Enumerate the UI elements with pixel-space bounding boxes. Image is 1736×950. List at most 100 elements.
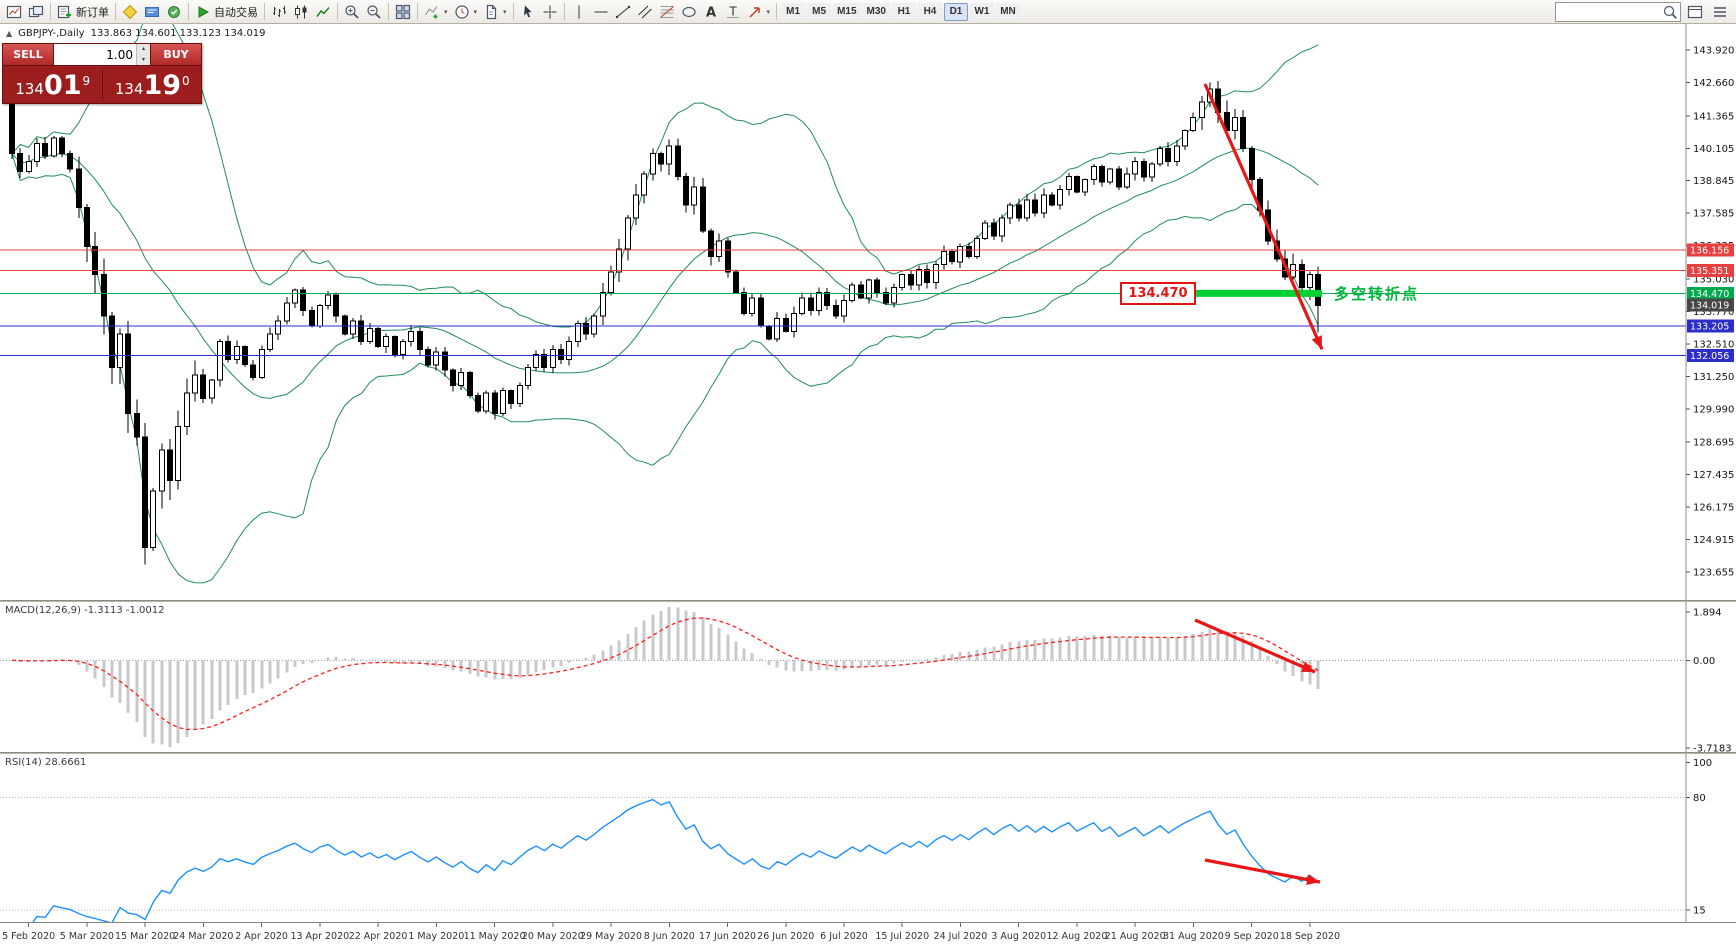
volume-field: ▴ ▾ <box>53 44 151 65</box>
timeframe-m5-button[interactable]: M5 <box>807 2 832 21</box>
svg-text:136.156: 136.156 <box>1690 246 1729 257</box>
crosshair-button[interactable] <box>539 2 561 22</box>
rsi-pane[interactable]: 100 80 15 RSI(14) 28.6661 <box>0 754 1736 922</box>
text-button[interactable]: A <box>700 2 722 22</box>
templates-button[interactable]: ▾ <box>480 2 510 22</box>
window-button[interactable] <box>1684 2 1706 22</box>
zoom-in-button[interactable] <box>341 2 363 22</box>
price-tag-level: 135.351 <box>1687 264 1734 278</box>
macd-downtrend-arrow[interactable] <box>1194 618 1316 674</box>
bar-chart-button[interactable] <box>268 2 290 22</box>
time-axis-label: 12 Aug 2020 <box>1047 931 1108 942</box>
macd-canvas[interactable]: 1.894 0.00 -3.7183 <box>0 602 1736 752</box>
rsi-canvas[interactable]: 100 80 15 <box>0 754 1736 922</box>
level-price-label[interactable]: 134.470 <box>1120 281 1196 305</box>
turning-point-label[interactable]: 多空转折点 <box>1334 285 1420 304</box>
trendline-button[interactable] <box>612 2 634 22</box>
sell-price-button[interactable]: 134 01 9 <box>3 68 102 101</box>
windowa-icon <box>1687 5 1703 18</box>
one-click-collapse-icon[interactable]: ▲ <box>6 29 13 38</box>
autotrading-button-label: 自动交易 <box>214 6 258 19</box>
time-axis-label: 18 Sep 2020 <box>1280 931 1340 942</box>
timeframe-h4-button[interactable]: H4 <box>917 2 942 21</box>
new-order-icon <box>57 5 71 18</box>
timeframe-h1-button[interactable]: H1 <box>891 2 916 21</box>
price-tag-level: 132.056 <box>1687 349 1734 363</box>
volume-up-icon[interactable]: ▴ <box>141 45 145 52</box>
profiles-button[interactable] <box>25 2 47 22</box>
tile-icon <box>395 4 411 19</box>
periods-button[interactable]: ▾ <box>451 2 481 22</box>
horizontal-line-button[interactable] <box>590 2 612 22</box>
timeframe-m1-button[interactable]: M1 <box>781 2 806 21</box>
new-chart-button[interactable] <box>3 2 25 22</box>
time-axis-label: 22 Apr 2020 <box>349 931 408 942</box>
time-axis-label: 15 Jul 2020 <box>875 931 929 942</box>
time-axis-label: 26 Jun 2020 <box>757 931 814 942</box>
strategy-tester-button[interactable] <box>163 2 185 22</box>
time-axis-label: 20 May 2020 <box>522 931 584 942</box>
new-order-button[interactable]: 新订单 <box>54 2 112 22</box>
chart-window[interactable]: 143.920 142.660 141.365 140.105 138.845 137.5… <box>0 24 1736 947</box>
cursor-button[interactable] <box>517 2 539 22</box>
label-icon: T <box>726 4 739 18</box>
text-label-button[interactable]: T <box>722 2 744 22</box>
macd-signal-line <box>11 617 1319 731</box>
candlestick-chart-button[interactable] <box>290 2 312 22</box>
svg-text:135.351: 135.351 <box>1690 266 1729 277</box>
toolbar-separator <box>337 3 338 20</box>
svg-text:T: T <box>728 4 737 18</box>
bollinger-bands <box>11 24 1319 584</box>
downtrend-arrow[interactable] <box>1203 83 1324 350</box>
buy-button[interactable]: BUY <box>151 44 201 65</box>
toolbar-separator <box>115 3 116 20</box>
arrows-button[interactable]: ▾ <box>744 2 774 22</box>
horizontal-level-lines[interactable] <box>0 249 1686 357</box>
time-axis[interactable]: 5 Feb 2020 5 Mar 2020 15 Mar 2020 24 Mar 20… <box>0 922 1736 947</box>
main-chart-canvas[interactable]: 143.920 142.660 141.365 140.105 138.845 137.5… <box>0 24 1736 600</box>
main-chart-pane[interactable]: 143.920 142.660 141.365 140.105 138.845 137.5… <box>0 24 1736 600</box>
channel-icon <box>637 5 652 18</box>
search-icon <box>1663 5 1677 19</box>
sell-price-pips: 01 <box>43 70 82 101</box>
fibo-icon <box>659 5 674 18</box>
timeframe-d1-button[interactable]: D1 <box>943 2 968 21</box>
zoom-out-button[interactable] <box>363 2 385 22</box>
rsi-line <box>32 798 1319 922</box>
buy-price-button[interactable]: 134 19 0 <box>103 68 202 101</box>
timeframe-w1-button[interactable]: W1 <box>969 2 994 21</box>
shapes-button[interactable] <box>678 2 700 22</box>
tile-windows-button[interactable] <box>392 2 414 22</box>
line-chart-button[interactable] <box>312 2 334 22</box>
windowb-icon <box>1714 6 1726 17</box>
timeframe-m15-button[interactable]: M15 <box>833 2 861 21</box>
search-button[interactable] <box>1662 4 1678 20</box>
trendline-icon <box>615 5 630 18</box>
metaeditor-icon <box>122 4 138 19</box>
indicators-button[interactable]: ▾ <box>421 2 451 22</box>
channel-button[interactable] <box>634 2 656 22</box>
timeframe-mn-button[interactable]: MN <box>995 2 1020 21</box>
fibonacci-button[interactable] <box>656 2 678 22</box>
macd-pane[interactable]: 1.894 0.00 -3.7183 MACD(12,26,9) -1.3113 -… <box>0 602 1736 752</box>
volume-input[interactable] <box>54 44 136 65</box>
metaeditor-button[interactable] <box>119 2 141 22</box>
volume-down-icon[interactable]: ▾ <box>141 55 145 63</box>
main-toolbar: 新订单 自动交易 ▾ ▾ ▾ A T ▾ M1 M5 M15 M30 H1 H4 D1 W1 MN <box>0 0 1736 24</box>
sell-button[interactable]: SELL <box>3 44 53 65</box>
price-scale-label: 142.660 <box>1693 78 1734 89</box>
time-axis-label: 24 Mar 2020 <box>173 931 233 942</box>
price-scale-label: 100 <box>1693 758 1712 769</box>
timeframe-m30-button[interactable]: M30 <box>862 2 890 21</box>
time-axis-label: 24 Jul 2020 <box>934 931 988 942</box>
autotrading-button[interactable]: 自动交易 <box>192 2 261 22</box>
search-input[interactable] <box>1558 5 1662 18</box>
vertical-line-button[interactable] <box>568 2 590 22</box>
svg-text:133.205: 133.205 <box>1690 322 1729 333</box>
list-button[interactable] <box>1709 2 1731 22</box>
rsi-downtrend-arrow[interactable] <box>1204 858 1321 885</box>
pane-splitter[interactable] <box>0 752 1736 754</box>
terminal-button[interactable] <box>141 2 163 22</box>
pane-splitter[interactable] <box>0 600 1736 602</box>
